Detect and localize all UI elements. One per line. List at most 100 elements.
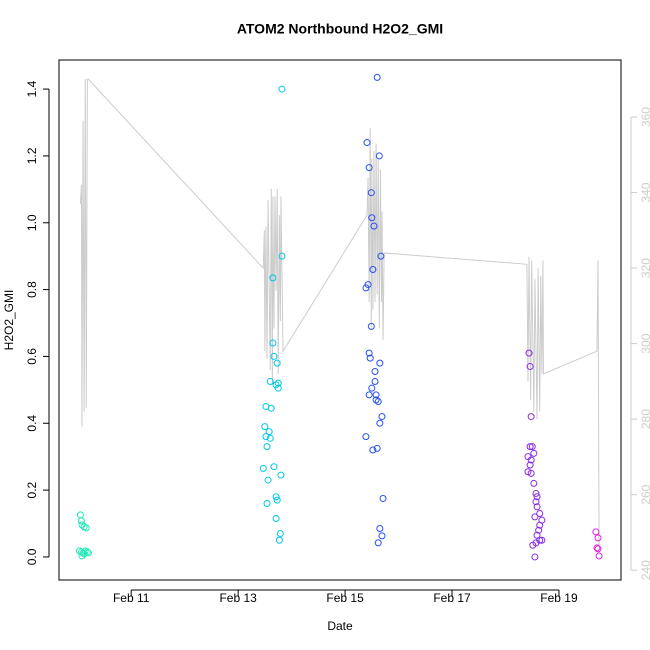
point: [371, 367, 379, 375]
x-tick-label: Feb 13: [219, 591, 257, 605]
point: [594, 534, 602, 542]
y2-tick-label: 280: [639, 409, 650, 429]
point: [594, 545, 602, 553]
point: [273, 359, 281, 367]
point: [365, 391, 373, 399]
y2-tick-label: 340: [639, 182, 650, 202]
point: [77, 517, 85, 525]
point: [367, 322, 375, 330]
point: [278, 252, 286, 260]
point: [80, 550, 88, 558]
point: [262, 433, 270, 441]
point: [82, 524, 90, 532]
point: [275, 536, 283, 544]
point: [362, 284, 370, 292]
point: [76, 511, 84, 519]
y-tick-label: 0.8: [25, 281, 39, 298]
point: [376, 419, 384, 427]
point: [527, 469, 535, 477]
y-tick-label: 0.6: [25, 348, 39, 365]
point: [263, 443, 271, 451]
x-axis-label: Date: [327, 619, 353, 633]
point: [374, 539, 382, 547]
point: [378, 532, 386, 540]
point: [535, 526, 543, 534]
point: [264, 476, 272, 484]
point: [595, 552, 603, 560]
point: [378, 413, 386, 421]
point: [374, 398, 382, 406]
point: [276, 530, 284, 538]
point: [266, 434, 274, 442]
point: [365, 349, 373, 357]
y-tick-label: 1.4: [25, 80, 39, 97]
point: [278, 85, 286, 93]
point: [368, 214, 376, 222]
point: [528, 443, 536, 451]
point: [266, 377, 274, 385]
point: [376, 525, 384, 533]
y2-tick-label: 260: [639, 484, 650, 504]
y2-tick-label: 360: [639, 107, 650, 127]
point: [363, 139, 371, 147]
point: [261, 423, 269, 431]
point: [265, 428, 273, 436]
point: [369, 446, 377, 454]
point: [527, 413, 535, 421]
point: [274, 384, 282, 392]
point: [536, 521, 544, 529]
point: [532, 489, 540, 497]
point: [267, 404, 275, 412]
point: [367, 189, 375, 197]
point: [533, 503, 541, 511]
point: [375, 152, 383, 160]
point: [270, 352, 278, 360]
point: [272, 493, 280, 501]
point: [369, 266, 377, 274]
point: [372, 391, 380, 399]
point: [371, 377, 379, 385]
point: [592, 528, 600, 536]
chart-title: ATOM2 Northbound H2O2_GMI: [237, 21, 443, 37]
x-tick-label: Feb 17: [433, 591, 471, 605]
point: [365, 164, 373, 172]
point: [527, 456, 535, 464]
point: [79, 549, 87, 557]
x-tick-label: Feb 19: [540, 591, 578, 605]
point: [538, 536, 546, 544]
point: [269, 339, 277, 347]
point: [525, 349, 533, 357]
point: [377, 252, 385, 260]
point: [526, 443, 534, 451]
y-tick-label: 1.0: [25, 214, 39, 231]
point: [526, 362, 534, 370]
point: [532, 498, 540, 506]
point: [273, 496, 281, 504]
y-axis-label: H2O2_GMI: [2, 290, 16, 351]
point: [526, 461, 534, 469]
point: [531, 513, 539, 521]
point: [272, 515, 280, 523]
point: [536, 509, 544, 517]
point: [78, 552, 86, 560]
point: [529, 541, 537, 549]
point: [263, 499, 271, 507]
point: [376, 359, 384, 367]
point: [370, 222, 378, 230]
y-tick-label: 0.4: [25, 415, 39, 432]
point: [531, 553, 539, 561]
point: [373, 73, 381, 81]
point: [593, 544, 601, 552]
x-tick-label: Feb 15: [326, 591, 364, 605]
point: [270, 463, 278, 471]
point: [366, 354, 374, 362]
x-tick-label: Feb 11: [113, 591, 150, 605]
y2-tick-label: 320: [639, 258, 650, 278]
point: [259, 464, 267, 472]
point: [530, 449, 538, 457]
point: [379, 494, 387, 502]
point: [530, 479, 538, 487]
point: [372, 396, 380, 404]
y2-tick-label: 240: [639, 560, 650, 580]
